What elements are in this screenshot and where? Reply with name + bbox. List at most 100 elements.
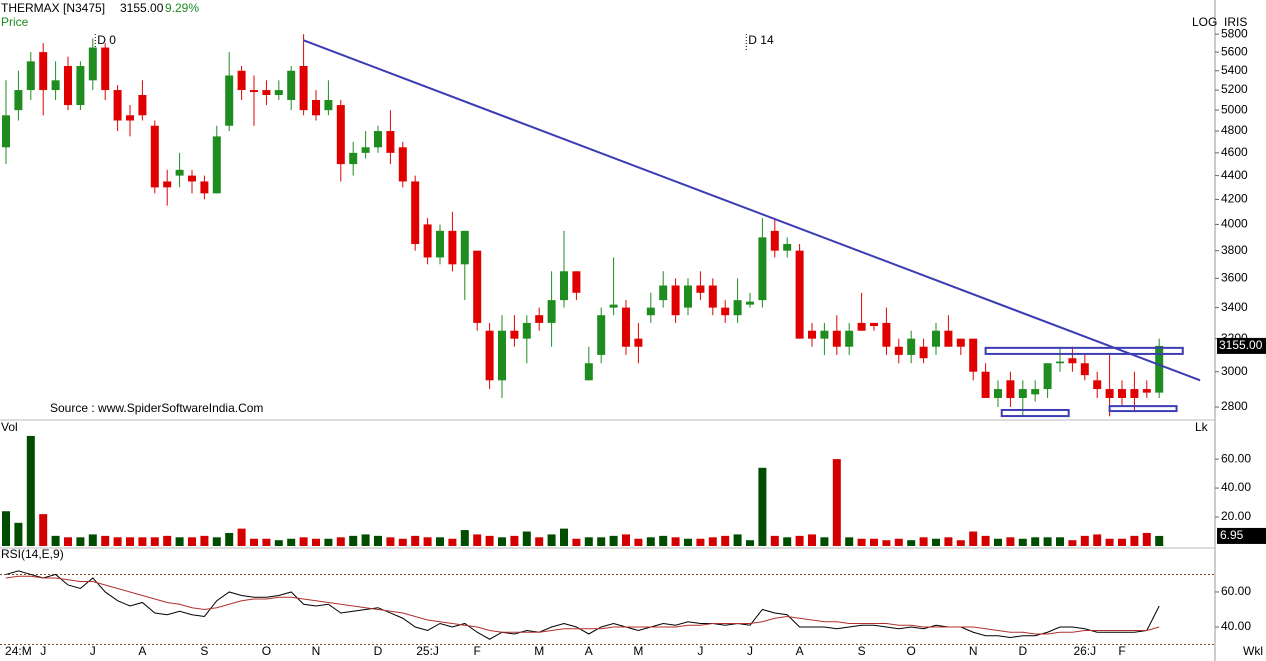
candle-body [225, 75, 234, 126]
zone-box [1000, 408, 1070, 418]
candle-body [659, 285, 668, 301]
candle-body [522, 322, 531, 339]
marker-label: D 0 [97, 33, 116, 47]
candle-body [113, 90, 122, 121]
volume-bar [584, 537, 593, 546]
candle-body [622, 307, 630, 347]
x-tick-label: N [312, 644, 321, 658]
volume-bar [485, 535, 494, 546]
candle-body [1118, 389, 1126, 398]
candle-body [1031, 389, 1040, 395]
candle-body [572, 271, 581, 293]
volume-bar [336, 537, 345, 546]
volume-bar [783, 537, 792, 546]
candle-body [808, 330, 816, 339]
volume-bar [411, 535, 420, 546]
rsi-line [5, 570, 1160, 640]
candle-body [746, 301, 754, 305]
volume-bar [1018, 538, 1027, 546]
volume-bar [1105, 538, 1114, 546]
source-annotation: Source : www.SpiderSoftwareIndia.Com [50, 401, 263, 415]
volume-bar [212, 537, 221, 546]
candle-body [1130, 389, 1139, 398]
y-tick-label: 4600 [1221, 145, 1248, 159]
candle-body [857, 322, 866, 331]
candle-body [932, 330, 940, 347]
volume-bar [1142, 532, 1151, 546]
volume-bar [2, 511, 10, 546]
candle-body [758, 237, 767, 301]
last-volume-label: 6.95 [1220, 528, 1244, 542]
candle-body [175, 169, 184, 176]
volume-bar [560, 528, 568, 546]
volume-bar [808, 534, 816, 546]
volume-bar [200, 535, 209, 546]
candle-body [770, 230, 779, 251]
volume-bar [845, 537, 854, 546]
volume-bar [386, 537, 395, 546]
candle-body [336, 105, 345, 165]
volume-bar [374, 535, 382, 546]
x-tick-label: F [1118, 644, 1125, 658]
candle-body [733, 300, 742, 316]
x-tick-label: 25:J [416, 644, 439, 658]
candle-body [1043, 363, 1052, 390]
volume-bar [597, 537, 606, 546]
candle-body [2, 115, 10, 148]
candle-body [994, 389, 1002, 398]
volume-bar [634, 538, 643, 546]
header-price: 3155.00 [120, 1, 164, 15]
candle-body [535, 315, 544, 323]
volume-bar [460, 530, 469, 546]
candle-body [473, 250, 482, 323]
y-tick-label: 4400 [1221, 168, 1248, 182]
candle-body [26, 61, 35, 91]
x-tick-label: M [534, 644, 544, 658]
volume-bar [237, 528, 246, 546]
volume-bar [770, 535, 779, 546]
volume-bar [113, 537, 122, 546]
candle-body [795, 250, 804, 339]
candle-body [126, 115, 134, 121]
candle-body [671, 285, 680, 316]
candle-body [597, 315, 606, 355]
volume-bar [994, 538, 1002, 546]
candle-body [287, 70, 296, 101]
candle-body [1080, 363, 1089, 376]
volume-bar [733, 534, 742, 546]
y-tick-label: 3600 [1221, 271, 1248, 285]
candle-body [312, 100, 320, 116]
candle-body [547, 300, 556, 323]
volume-bar [956, 540, 965, 546]
candle-body [76, 66, 85, 106]
candle-body [39, 52, 48, 91]
volume-bar [324, 538, 333, 546]
candle-body [200, 181, 209, 194]
volume-bar [287, 538, 296, 546]
volume-bar [175, 537, 184, 546]
volume-bar [64, 537, 72, 546]
candle-body [324, 100, 333, 111]
last-volume-box [1217, 527, 1266, 544]
candle-body [870, 322, 878, 327]
candle-body [374, 131, 382, 148]
zone-box [984, 346, 1184, 355]
volume-bar [163, 535, 172, 546]
candle-body [411, 181, 420, 244]
symbol: THERMAX [N3475] [1, 1, 105, 15]
volume-bar [1093, 534, 1102, 546]
marker-label: D 14 [748, 33, 774, 47]
volume-bar [622, 534, 630, 546]
volume-bar [535, 537, 544, 546]
volume-bar [919, 537, 928, 546]
candle-body [609, 304, 618, 308]
volume-bar [51, 535, 60, 546]
volume-bar [101, 535, 110, 546]
volume-bar [907, 540, 916, 546]
volume-bar [1118, 538, 1126, 546]
x-tick-label: 26:J [1073, 644, 1096, 658]
volume-bar [126, 537, 134, 546]
x-tick-label: N [969, 644, 978, 658]
